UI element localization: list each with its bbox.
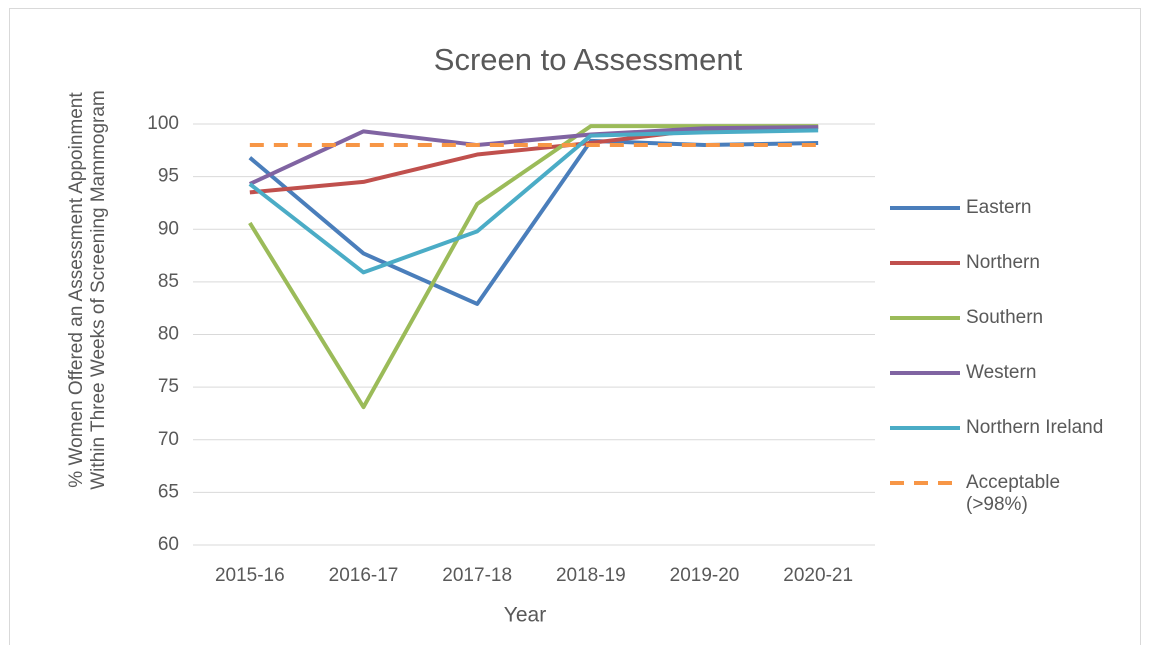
legend-label: Eastern	[966, 197, 1032, 218]
x-tick-label: 2019-20	[670, 565, 740, 586]
legend-label: Acceptable (>98%)	[966, 472, 1061, 515]
x-axis-label: Year	[504, 604, 546, 627]
series-line	[248, 138, 819, 306]
series-line	[248, 128, 819, 275]
chart-border	[9, 8, 1141, 645]
x-tick-label: 2016-17	[329, 565, 399, 586]
legend-label: Northern Ireland	[966, 417, 1104, 438]
y-tick-label: 60	[158, 534, 179, 555]
series-line	[248, 125, 819, 186]
y-tick-label: 80	[158, 324, 179, 345]
y-tick-label: 65	[158, 481, 179, 502]
y-tick-label: 70	[158, 429, 179, 450]
x-tick-label: 2017-18	[442, 565, 512, 586]
x-tick-label: 2020-21	[783, 565, 853, 586]
y-tick-label: 95	[158, 166, 179, 187]
legend-label: Northern	[966, 252, 1040, 273]
series-line	[248, 124, 819, 410]
chart-title: Screen to Assessment	[434, 42, 743, 77]
y-tick-label: 75	[158, 376, 179, 397]
legend-label: Southern	[966, 307, 1044, 328]
legend-label: Western	[966, 362, 1037, 383]
y-tick-label: 100	[147, 113, 179, 134]
x-tick-label: 2018-19	[556, 565, 626, 586]
y-tick-label: 90	[158, 218, 179, 239]
y-tick-label: 85	[158, 271, 179, 292]
x-tick-label: 2015-16	[215, 565, 285, 586]
y-axis-label: % Women Offered an Assessment Appoinment…	[66, 90, 109, 490]
